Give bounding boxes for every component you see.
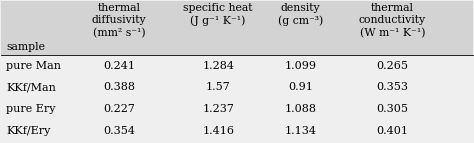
Text: KKf/Ery: KKf/Ery: [6, 126, 50, 136]
Text: 1.099: 1.099: [284, 60, 317, 70]
Text: sample: sample: [6, 42, 45, 52]
Text: pure Ery: pure Ery: [6, 104, 55, 114]
Text: pure Man: pure Man: [6, 60, 61, 70]
Text: 0.305: 0.305: [376, 104, 409, 114]
Text: 0.91: 0.91: [288, 82, 313, 92]
Text: 0.241: 0.241: [103, 60, 135, 70]
Text: 0.388: 0.388: [103, 82, 135, 92]
Text: 1.237: 1.237: [202, 104, 234, 114]
Text: 1.284: 1.284: [202, 60, 234, 70]
Text: 0.227: 0.227: [103, 104, 135, 114]
Text: 1.416: 1.416: [202, 126, 234, 136]
Text: specific heat
(J g⁻¹ K⁻¹): specific heat (J g⁻¹ K⁻¹): [183, 3, 253, 26]
Text: 0.354: 0.354: [103, 126, 135, 136]
Text: 1.57: 1.57: [206, 82, 230, 92]
Text: 1.134: 1.134: [284, 126, 317, 136]
Text: 1.088: 1.088: [284, 104, 317, 114]
Text: density
(g cm⁻³): density (g cm⁻³): [278, 3, 323, 26]
Text: KKf/Man: KKf/Man: [6, 82, 56, 92]
Text: 0.401: 0.401: [376, 126, 409, 136]
Text: thermal
conductivity
(W m⁻¹ K⁻¹): thermal conductivity (W m⁻¹ K⁻¹): [359, 3, 426, 38]
Bar: [1, 1, 473, 55]
Text: 0.353: 0.353: [376, 82, 409, 92]
Text: thermal
diffusivity
(mm² s⁻¹): thermal diffusivity (mm² s⁻¹): [92, 3, 146, 38]
Text: 0.265: 0.265: [376, 60, 409, 70]
